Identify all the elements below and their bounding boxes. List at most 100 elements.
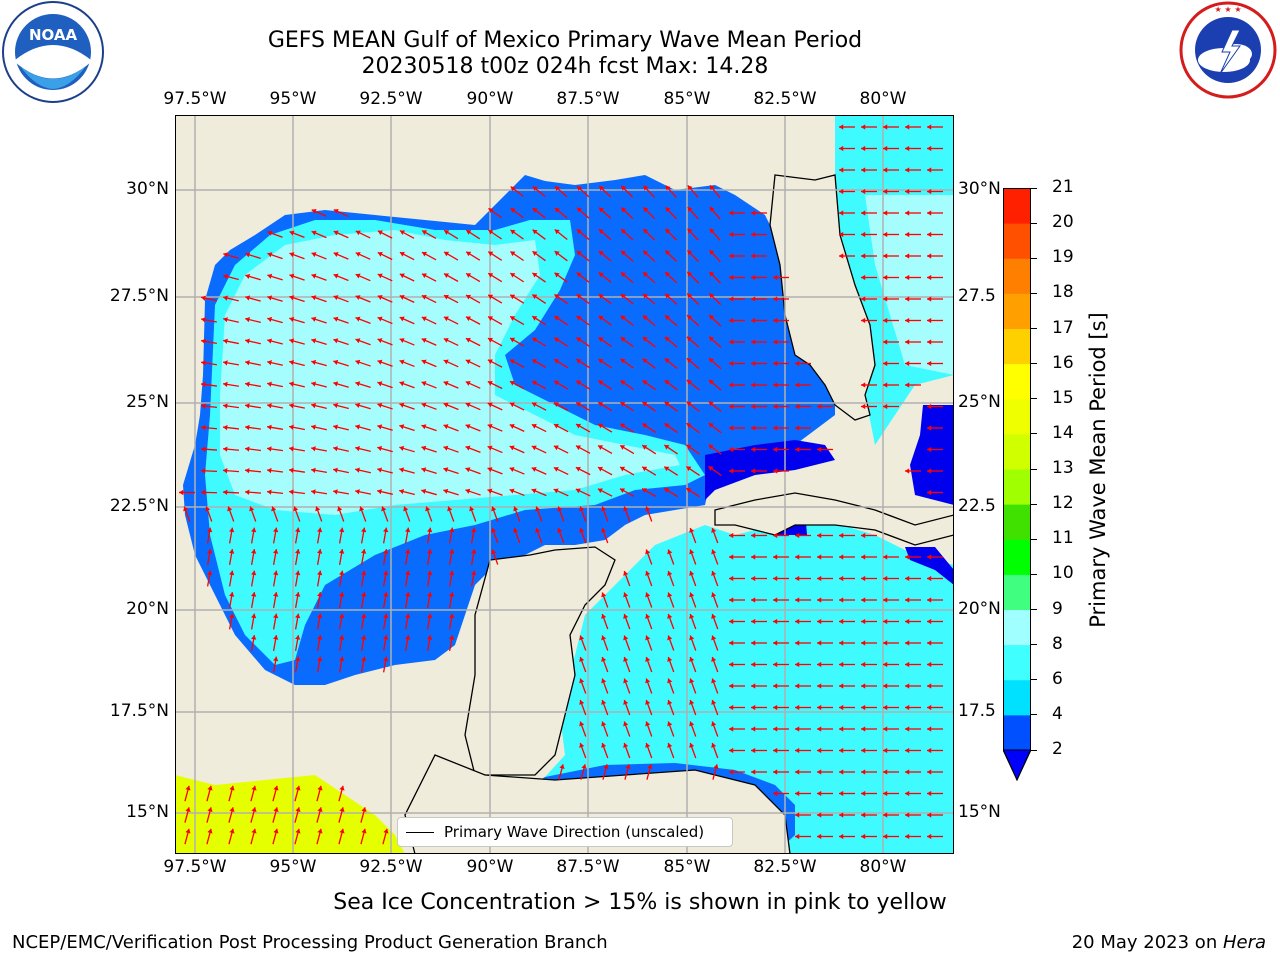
wave-direction-arrow bbox=[623, 613, 631, 630]
wave-direction-arrow bbox=[465, 316, 481, 325]
wave-direction-arrow bbox=[355, 273, 371, 282]
wave-direction-arrow bbox=[487, 251, 503, 261]
wave-direction-arrow bbox=[663, 487, 679, 498]
wave-direction-arrow bbox=[751, 403, 767, 410]
wave-direction-arrow bbox=[861, 833, 877, 840]
wave-direction-arrow bbox=[795, 618, 811, 625]
wave-direction-arrow bbox=[751, 296, 767, 302]
wave-direction-arrow bbox=[620, 250, 634, 262]
wave-direction-arrow bbox=[601, 742, 609, 759]
wave-direction-arrow bbox=[244, 489, 262, 495]
colorbar-label: Primary Wave Mean Period [s] bbox=[1086, 312, 1110, 628]
wave-direction-arrow bbox=[883, 274, 899, 281]
wave-direction-arrow bbox=[426, 592, 433, 608]
wave-direction-arrow bbox=[266, 467, 284, 474]
wave-direction-arrow bbox=[426, 570, 433, 587]
wave-direction-arrow bbox=[575, 401, 591, 412]
wave-direction-arrow bbox=[399, 381, 415, 389]
wave-direction-arrow bbox=[222, 489, 240, 495]
colorbar-segment bbox=[1003, 539, 1031, 575]
wave-direction-arrow bbox=[601, 721, 609, 737]
wave-direction-arrow bbox=[421, 445, 437, 453]
wave-direction-arrow bbox=[773, 317, 789, 324]
wave-direction-arrow bbox=[294, 549, 301, 565]
wave-direction-arrow bbox=[250, 635, 257, 651]
wave-direction-arrow bbox=[645, 678, 653, 694]
wave-direction-arrow bbox=[686, 249, 700, 263]
wave-direction-arrow bbox=[641, 423, 657, 433]
wave-direction-arrow bbox=[355, 467, 371, 474]
wave-direction-arrow bbox=[883, 167, 899, 173]
wave-direction-arrow bbox=[201, 317, 217, 323]
map-legend: Primary Wave Direction (unscaled) bbox=[397, 817, 733, 847]
wave-direction-arrow bbox=[267, 424, 283, 431]
wave-direction-arrow bbox=[333, 338, 349, 346]
wave-direction-arrow bbox=[598, 358, 612, 369]
colorbar-tick-mark bbox=[1031, 749, 1037, 751]
wave-direction-arrow bbox=[689, 742, 697, 759]
wave-direction-arrow bbox=[337, 506, 345, 522]
wave-direction-arrow bbox=[576, 250, 590, 262]
map-panel: Primary Wave Direction (unscaled) bbox=[175, 115, 955, 855]
wave-direction-arrow bbox=[795, 661, 811, 668]
wave-direction-arrow bbox=[709, 228, 721, 241]
wave-direction-arrow bbox=[509, 467, 525, 475]
wave-direction-arrow bbox=[905, 575, 921, 582]
wave-direction-arrow bbox=[619, 401, 635, 412]
wave-direction-arrow bbox=[601, 592, 609, 608]
wave-direction-arrow bbox=[773, 360, 789, 367]
wave-direction-arrow bbox=[316, 635, 323, 651]
dark-blue-bahamas bbox=[910, 405, 954, 505]
legend-line-swatch bbox=[406, 831, 434, 833]
wave-direction-arrow bbox=[751, 425, 767, 431]
wave-direction-arrow bbox=[250, 570, 257, 587]
wave-direction-arrow bbox=[421, 273, 437, 282]
wave-direction-arrow bbox=[773, 618, 789, 625]
wave-direction-arrow bbox=[795, 382, 811, 388]
wave-direction-arrow bbox=[421, 316, 437, 325]
wave-direction-arrow bbox=[377, 445, 393, 453]
wave-direction-arrow bbox=[580, 764, 587, 780]
colorbar bbox=[1002, 188, 1032, 782]
wave-direction-arrow bbox=[839, 661, 855, 668]
wave-direction-arrow bbox=[642, 271, 656, 284]
wave-direction-arrow bbox=[554, 185, 568, 198]
wave-direction-arrow bbox=[470, 527, 477, 544]
wave-direction-arrow bbox=[289, 381, 305, 388]
wave-direction-arrow bbox=[421, 251, 437, 261]
wave-direction-arrow bbox=[619, 423, 635, 433]
wave-direction-arrow bbox=[509, 445, 525, 454]
wave-direction-arrow bbox=[729, 683, 745, 689]
wave-direction-arrow bbox=[817, 618, 833, 625]
wave-direction-arrow bbox=[355, 338, 371, 346]
wave-direction-arrow bbox=[905, 661, 921, 668]
lat-tick-left: 15°N bbox=[126, 802, 169, 822]
colorbar-tick-mark bbox=[1031, 538, 1037, 540]
wave-direction-arrow bbox=[773, 575, 789, 582]
wave-direction-arrow bbox=[227, 506, 235, 522]
wave-direction-arrow bbox=[206, 527, 213, 544]
wave-direction-arrow bbox=[623, 656, 631, 673]
wave-direction-arrow bbox=[532, 229, 546, 240]
wave-direction-arrow bbox=[289, 295, 305, 303]
wave-direction-arrow bbox=[623, 506, 631, 522]
colorbar-segment bbox=[1003, 644, 1031, 681]
wave-direction-arrow bbox=[927, 769, 943, 775]
wave-direction-arrow bbox=[184, 828, 191, 845]
wave-direction-arrow bbox=[598, 293, 612, 305]
wave-direction-arrow bbox=[687, 185, 699, 198]
wave-direction-arrow bbox=[905, 145, 921, 152]
wave-direction-arrow bbox=[223, 295, 239, 302]
wave-direction-arrow bbox=[443, 488, 459, 496]
wave-direction-arrow bbox=[377, 359, 393, 367]
wave-direction-arrow bbox=[645, 549, 653, 565]
wave-direction-arrow bbox=[579, 635, 587, 651]
wave-direction-arrow bbox=[531, 358, 547, 369]
wave-direction-arrow bbox=[509, 402, 525, 411]
wave-direction-arrow bbox=[619, 444, 635, 455]
wave-direction-arrow bbox=[667, 635, 675, 651]
wave-direction-arrow bbox=[729, 726, 745, 732]
wave-direction-arrow bbox=[201, 338, 217, 345]
wave-direction-arrow bbox=[293, 506, 301, 522]
wave-direction-arrow bbox=[289, 403, 305, 409]
